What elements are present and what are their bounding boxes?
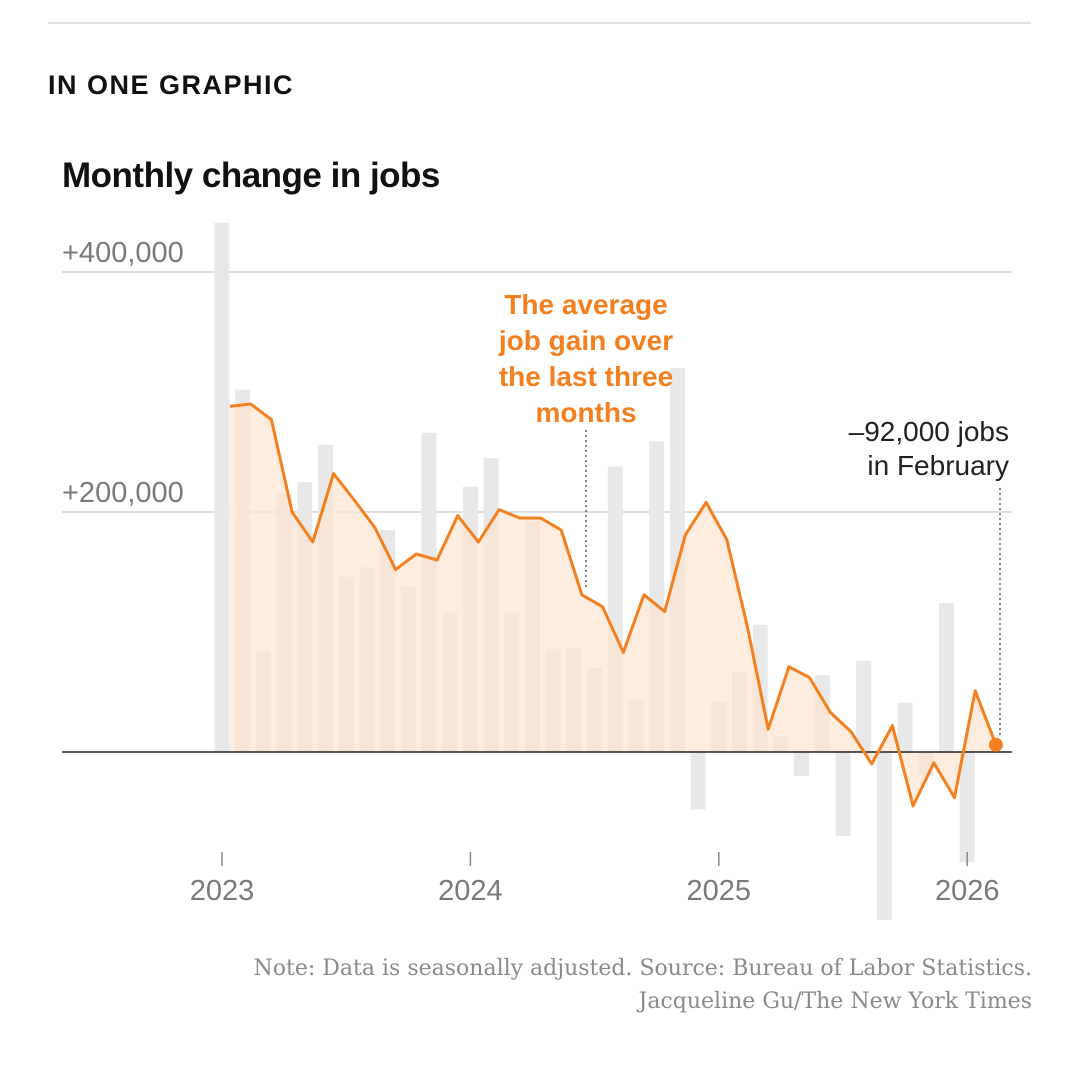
bar xyxy=(876,752,892,920)
bar xyxy=(939,603,954,752)
y-tick-label: +200,000 xyxy=(62,477,184,509)
average-area xyxy=(230,404,996,806)
bar xyxy=(959,752,975,863)
x-tick-label: 2024 xyxy=(438,875,503,907)
footer-note: Note: Data is seasonally adjusted. Sourc… xyxy=(254,952,1032,1018)
bar xyxy=(794,752,810,776)
average-annotation-line: job gain over xyxy=(498,325,673,356)
latest-point xyxy=(988,737,1003,752)
x-tick-label: 2025 xyxy=(687,875,752,907)
jobs-chart: +400,000 +200,000 2023 2024 2025 2026 The aver… xyxy=(62,222,1012,920)
bar xyxy=(897,702,913,752)
average-line xyxy=(229,402,998,808)
bar xyxy=(214,222,230,753)
february-annotation-line: –92,000 jobs xyxy=(849,416,1009,447)
y-tick-label: +400,000 xyxy=(62,237,184,269)
chart-title: Monthly change in jobs xyxy=(62,156,440,195)
top-divider xyxy=(48,22,1031,24)
average-annotation-line: The average xyxy=(504,289,667,320)
bar xyxy=(856,660,872,752)
x-tick-label: 2023 xyxy=(190,875,255,907)
bar xyxy=(835,752,851,836)
average-annotation-line: months xyxy=(535,397,636,428)
average-annotation-line: the last three xyxy=(499,361,673,392)
x-tick-label: 2026 xyxy=(935,875,1000,907)
bar xyxy=(690,752,706,810)
credit-line: Jacqueline Gu/The New York Times xyxy=(638,989,1032,1014)
source-note: Note: Data is seasonally adjusted. Sourc… xyxy=(253,956,1032,981)
february-annotation-line: in February xyxy=(867,450,1009,481)
kicker-label: IN ONE GRAPHIC xyxy=(48,70,295,100)
